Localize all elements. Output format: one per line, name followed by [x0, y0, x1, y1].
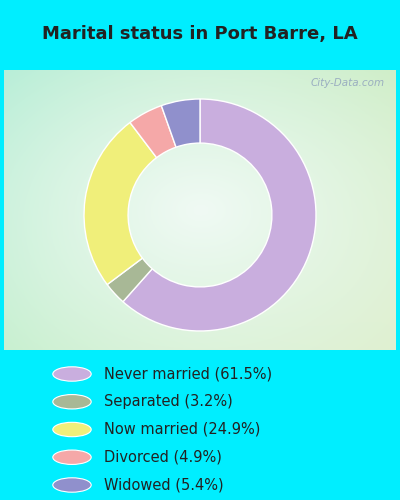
Circle shape — [53, 422, 91, 436]
Circle shape — [53, 478, 91, 492]
Text: Divorced (4.9%): Divorced (4.9%) — [104, 450, 222, 465]
Circle shape — [53, 394, 91, 409]
Text: Now married (24.9%): Now married (24.9%) — [104, 422, 260, 437]
Wedge shape — [123, 99, 316, 331]
Wedge shape — [161, 99, 200, 147]
Circle shape — [53, 450, 91, 464]
Wedge shape — [84, 122, 157, 284]
Wedge shape — [130, 106, 176, 158]
Text: Widowed (5.4%): Widowed (5.4%) — [104, 478, 224, 492]
Text: Marital status in Port Barre, LA: Marital status in Port Barre, LA — [42, 24, 358, 42]
Text: Never married (61.5%): Never married (61.5%) — [104, 366, 272, 382]
Wedge shape — [107, 258, 152, 302]
Circle shape — [53, 367, 91, 381]
Text: City-Data.com: City-Data.com — [310, 78, 384, 88]
Text: Separated (3.2%): Separated (3.2%) — [104, 394, 233, 409]
